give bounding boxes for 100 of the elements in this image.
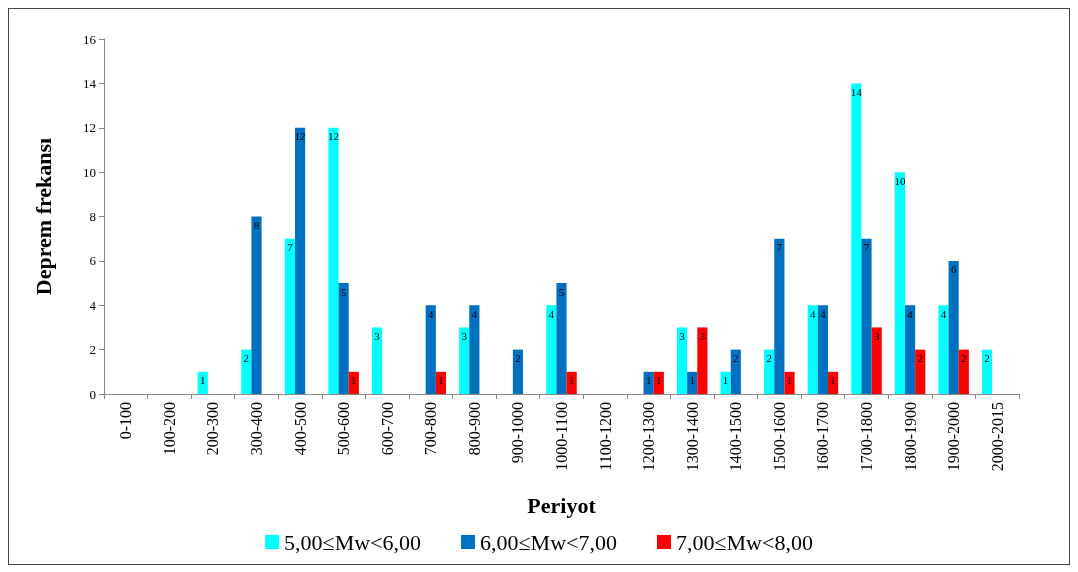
data-label: 1 [568,374,575,387]
data-label: 12 [294,130,306,143]
x-tick-label: 800-900 [465,402,483,456]
x-tick-label: 600-700 [378,402,396,456]
data-label: 1 [438,374,444,387]
data-label: 4 [548,307,555,320]
bar [774,238,785,394]
data-label: 3 [699,329,706,342]
x-tick-label: 1900-2000 [945,402,963,472]
legend-label: 7,00≤Mw<8,00 [675,529,813,555]
data-label: 1 [656,374,662,387]
x-tick-label: 400-500 [291,402,309,456]
bar [546,305,557,394]
data-label: 7 [863,241,870,254]
bar [948,260,959,394]
x-tick-label: 1800-1900 [901,402,919,472]
data-label: 4 [820,307,827,320]
data-label: 1 [830,374,836,387]
x-tick-label: 1400-1500 [727,402,745,472]
bar [861,238,872,394]
y-tick-label: 4 [89,297,97,313]
bar [251,216,262,394]
y-tick-label: 12 [83,120,96,136]
data-label: 2 [917,352,923,365]
x-tick-label: 100-200 [160,402,178,456]
data-label: 4 [940,307,947,320]
bar [764,349,775,394]
data-label: 1 [200,374,206,387]
bar [730,349,741,394]
y-tick-label: 14 [83,75,97,91]
x-tick-label: 900-1000 [509,402,527,464]
data-label: 5 [558,285,565,298]
bar [894,172,905,394]
legend-label: 6,00≤Mw<7,00 [480,529,617,555]
bar [807,305,818,394]
data-label: 7 [287,241,294,254]
x-tick-label: 200-300 [204,402,222,456]
data-label: 5 [340,285,347,298]
data-label: 4 [907,307,914,320]
data-label: 2 [733,352,739,365]
data-label: 12 [327,130,339,143]
data-label: 2 [961,352,967,365]
y-tick-label: 2 [89,342,96,358]
bar [915,349,926,394]
bar [241,349,252,394]
x-axis-title: Periyot [527,492,597,518]
data-label: 2 [243,352,250,365]
data-label: 8 [253,219,260,231]
data-label: 3 [461,329,468,342]
data-label: 4 [810,307,817,320]
x-tick-label: 1600-1700 [814,402,832,472]
y-tick-label: 10 [83,164,96,180]
data-label: 2 [515,352,521,365]
data-label: 1 [351,374,357,387]
data-label: 3 [679,329,686,342]
y-axis-title: Deprem frekansı [30,137,56,296]
bar [512,349,524,394]
bar [425,305,436,394]
y-tick-label: 16 [83,31,97,47]
bar [981,349,993,394]
bar [697,327,708,394]
x-tick-label: 1100-1200 [596,402,614,471]
bar [676,327,688,394]
bar [938,305,949,394]
x-tick-label: 700-800 [422,402,440,456]
x-tick-label: 2000-2015 [988,402,1006,472]
bar [904,305,916,394]
x-tick-label: 1700-1800 [858,402,875,472]
bar [817,305,829,394]
data-label: 7 [776,241,783,254]
y-tick-label: 8 [89,209,96,224]
legend-label: 5,00≤Mw<6,00 [284,529,422,555]
bar [459,327,470,394]
data-label: 10 [894,174,906,187]
x-tick-label: 1500-1600 [770,402,788,472]
x-tick-label: 0-100 [117,402,135,440]
data-label: 1 [722,374,729,387]
bar [871,327,882,394]
data-label: 6 [950,263,957,276]
bar [371,327,383,394]
data-label: 4 [471,307,478,320]
x-tick-label: 1300-1400 [683,402,701,472]
x-tick-label: 300-400 [248,402,265,456]
data-label: 1 [645,374,652,387]
x-tick-label: 1000-1100 [553,402,570,471]
x-tick-label: 500-600 [335,402,353,456]
bar [294,127,306,394]
y-tick-label: 0 [89,386,96,402]
bar [958,349,969,394]
data-label: 3 [873,329,880,342]
bar [556,283,567,394]
bar [338,283,349,394]
data-label: 3 [374,329,381,342]
y-tick-label: 6 [89,253,97,269]
data-label: 4 [428,307,435,320]
bar [784,371,795,394]
bar [284,238,295,394]
bar [469,305,480,394]
data-label: 1 [786,374,793,387]
x-tick-label: 1200-1300 [640,402,658,472]
